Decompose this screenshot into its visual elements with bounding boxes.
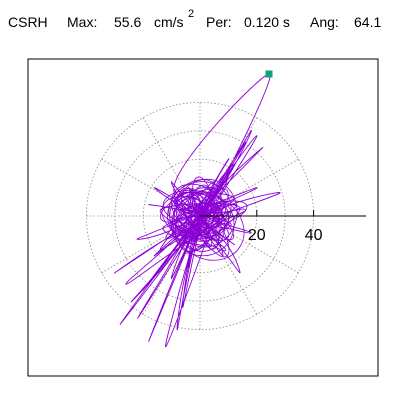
trace-loop <box>176 208 230 242</box>
trace-loop <box>191 176 220 250</box>
trace-loop <box>169 191 225 252</box>
chart-header: CSRH Max: 55.6 cm/s 2 Per: 0.120 s Ang: … <box>8 8 398 36</box>
period-value: 0.120 s <box>244 14 290 30</box>
max-value: 55.6 <box>114 14 142 30</box>
grid-spoke <box>101 158 201 217</box>
trace-loop <box>175 204 208 234</box>
tick-label: 20 <box>248 227 266 244</box>
max-label: Max: <box>67 14 98 30</box>
tick-label: 40 <box>305 227 323 244</box>
max-point-marker <box>265 70 273 78</box>
max-unit: cm/s <box>154 14 184 30</box>
plot-frame <box>27 58 379 377</box>
marker-layer <box>265 70 273 78</box>
period-label: Per: <box>206 14 232 30</box>
grid-spoke <box>199 215 299 274</box>
angle-label: Ang: <box>310 14 339 30</box>
angle-value: 64.1 <box>354 14 382 30</box>
acceleration-trace <box>114 73 281 348</box>
grid-spoke <box>142 117 201 217</box>
station-name: CSRH <box>8 14 48 30</box>
trace-loop <box>159 186 218 223</box>
trace-loop <box>171 192 235 257</box>
trace-loop <box>187 184 213 236</box>
grid-spoke <box>101 215 201 274</box>
max-unit-exponent: 2 <box>188 8 195 20</box>
trace-loop <box>161 196 222 242</box>
plot-axes <box>199 210 366 217</box>
tick-labels: 20 40 <box>248 227 323 244</box>
